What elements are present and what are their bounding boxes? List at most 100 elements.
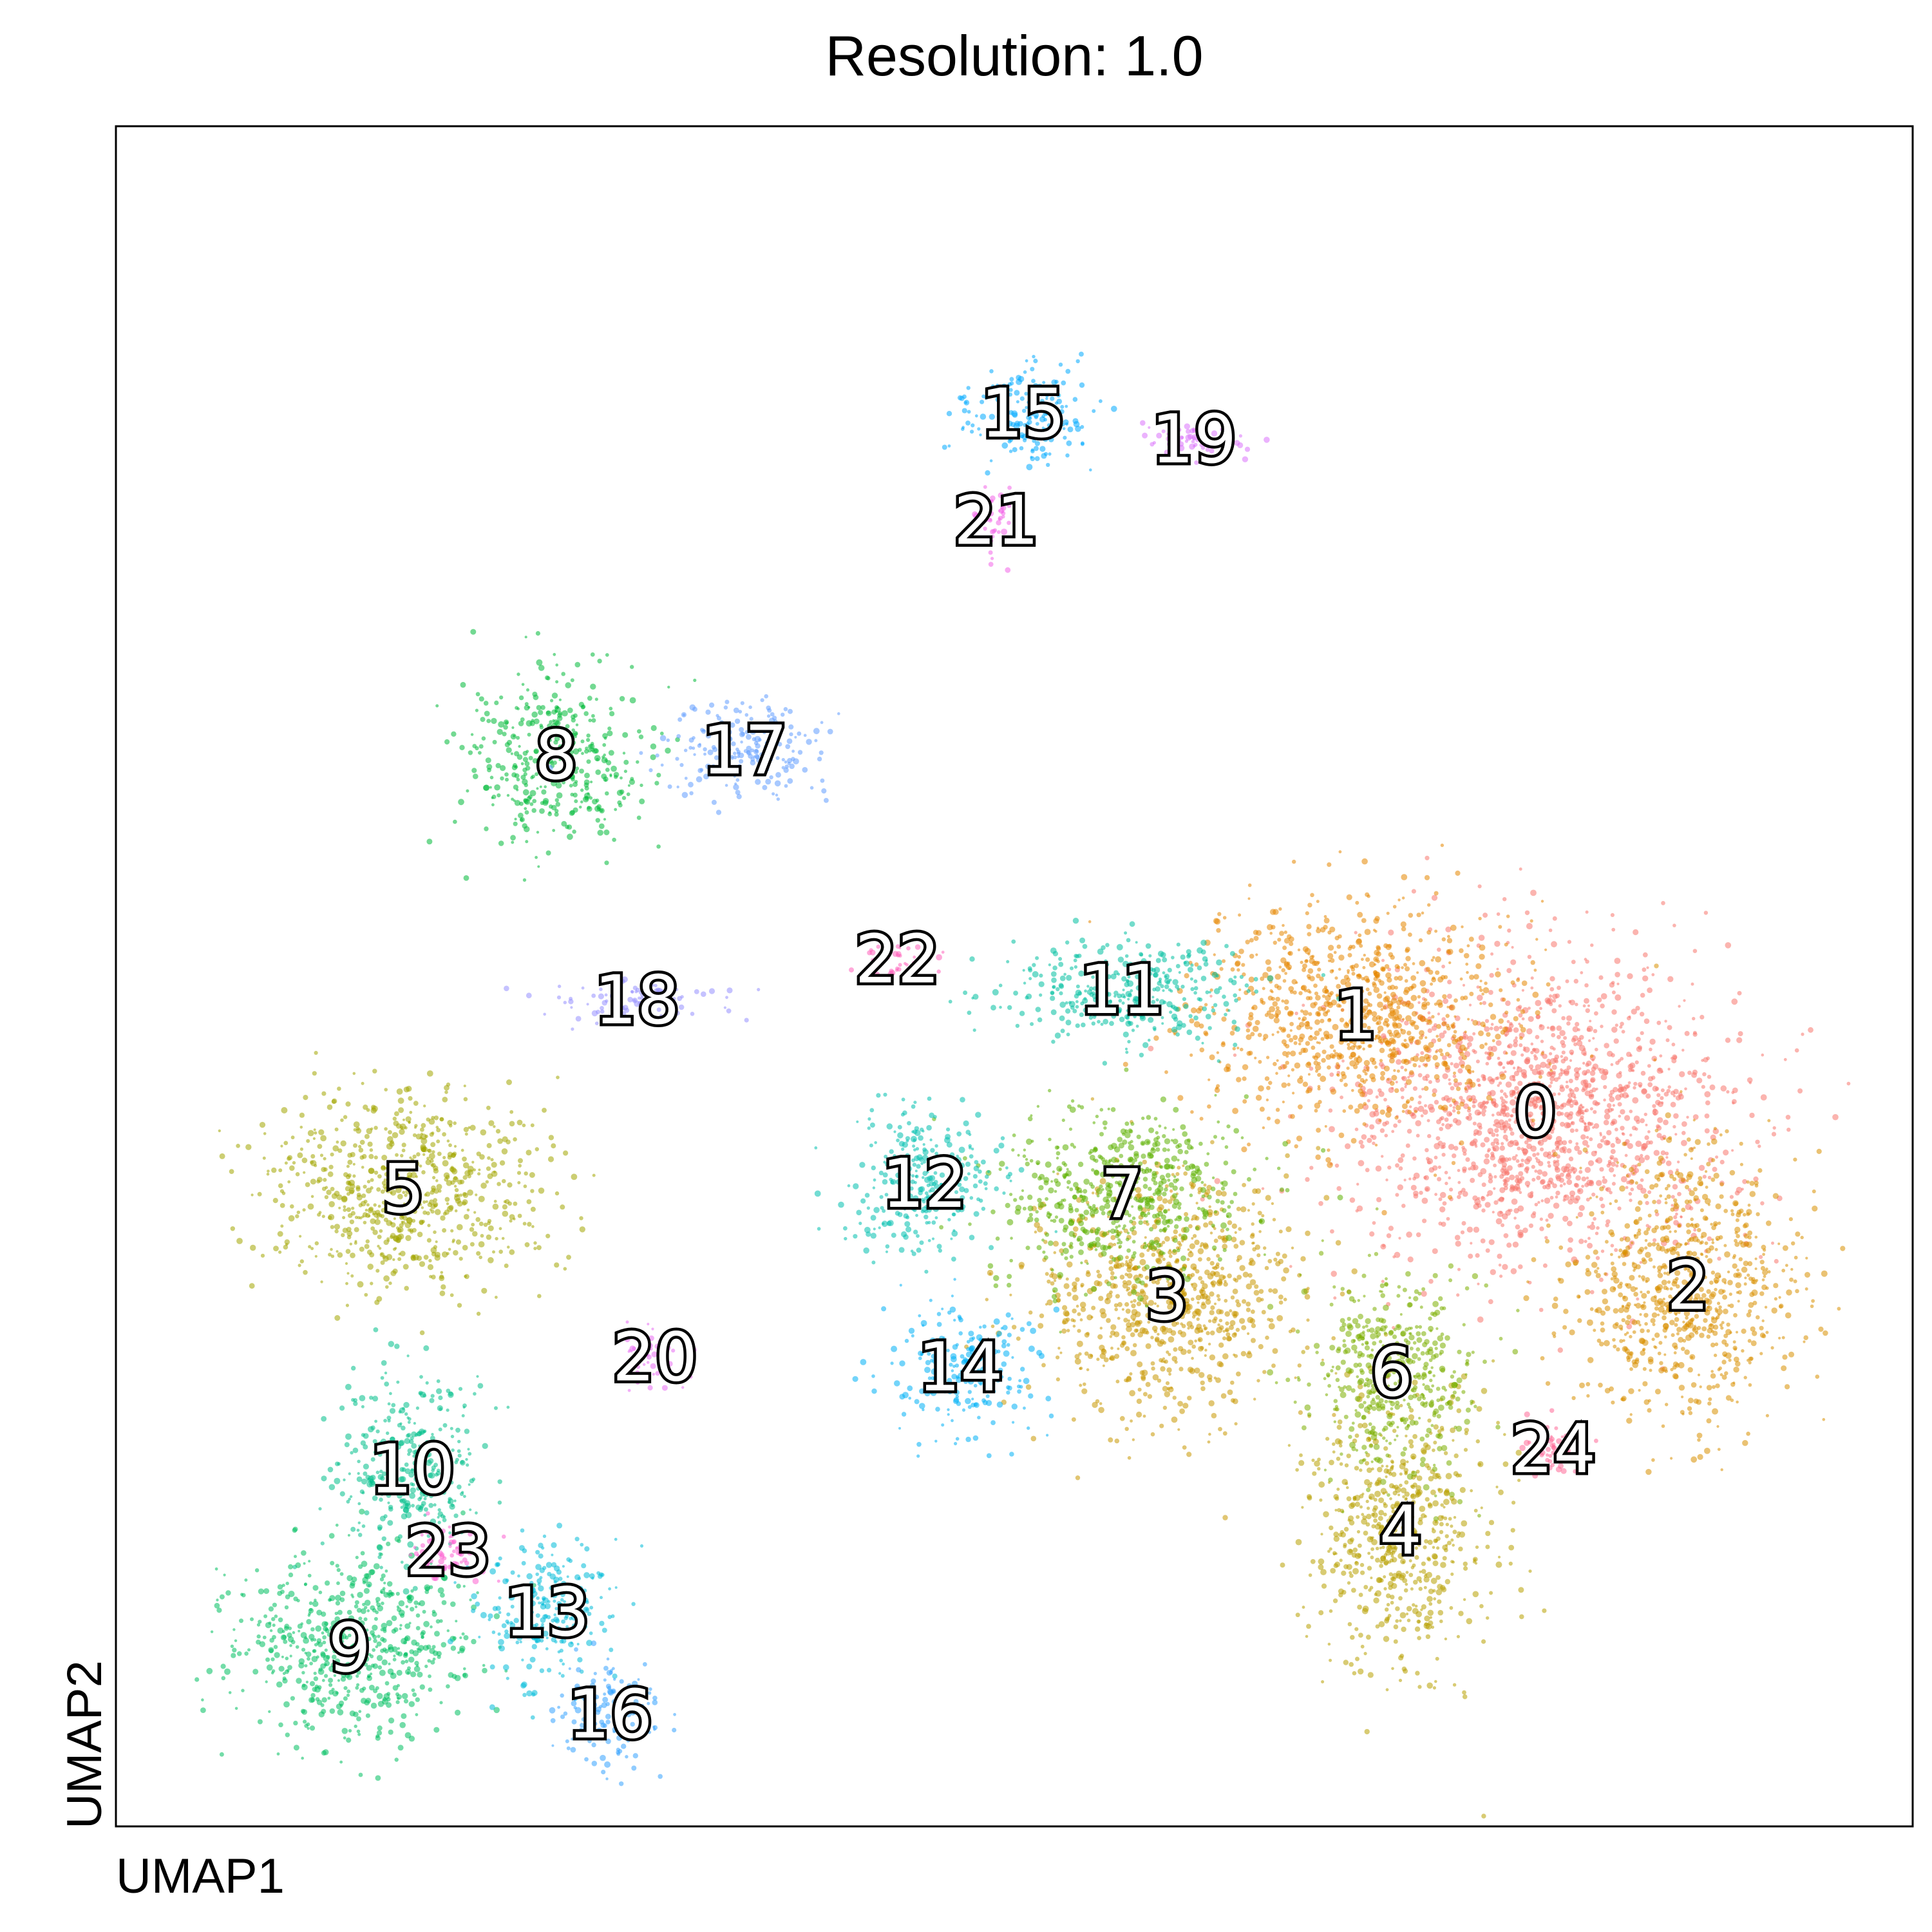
umap-point: [340, 1118, 344, 1122]
umap-point: [1434, 1155, 1438, 1160]
umap-point: [1401, 1103, 1408, 1110]
umap-point: [1372, 1141, 1376, 1146]
umap-point: [1495, 971, 1501, 978]
umap-point: [1561, 1016, 1566, 1021]
umap-point: [1746, 1241, 1753, 1248]
umap-point: [1481, 1074, 1485, 1079]
umap-point: [1704, 1113, 1710, 1119]
umap-point: [1743, 1282, 1747, 1286]
umap-point: [1393, 1624, 1399, 1629]
umap-point: [1582, 1061, 1586, 1065]
umap-point: [1646, 1329, 1651, 1333]
umap-point: [1575, 1003, 1578, 1007]
umap-point: [1583, 1048, 1586, 1051]
umap-point: [1421, 911, 1425, 914]
umap-point: [1064, 1311, 1070, 1317]
umap-point: [1600, 1327, 1605, 1333]
umap-point: [1437, 1012, 1441, 1016]
umap-point: [1656, 1245, 1662, 1251]
umap-point: [1622, 1339, 1625, 1342]
umap-point: [1551, 1008, 1557, 1014]
umap-point: [475, 1193, 478, 1197]
umap-point: [1300, 1009, 1304, 1013]
umap-point: [1540, 1039, 1544, 1043]
umap-point: [1584, 983, 1589, 988]
umap-point: [1519, 1120, 1522, 1124]
umap-point: [1448, 1112, 1453, 1116]
umap-point: [1437, 1165, 1441, 1170]
umap-point: [1276, 1030, 1280, 1034]
umap-point: [1747, 1358, 1750, 1362]
umap-point: [1275, 1261, 1281, 1267]
umap-point: [441, 1251, 448, 1258]
umap-point: [1485, 1544, 1490, 1549]
umap-point: [1624, 1153, 1628, 1157]
umap-point: [1424, 1063, 1428, 1068]
umap-point: [1486, 1194, 1489, 1197]
umap-point: [1401, 896, 1405, 900]
umap-point: [1056, 1355, 1060, 1359]
umap-point: [1673, 1374, 1679, 1379]
umap-point: [1566, 1065, 1571, 1070]
umap-point: [1311, 1458, 1315, 1463]
umap-point: [297, 1152, 303, 1159]
umap-point: [1822, 1417, 1826, 1421]
umap-point: [251, 1193, 254, 1197]
umap-point: [1261, 1187, 1265, 1190]
umap-point: [1195, 1294, 1202, 1301]
umap-point: [1567, 940, 1571, 944]
umap-point: [1275, 1251, 1280, 1256]
umap-point: [1365, 1079, 1368, 1082]
umap-point: [1419, 980, 1426, 987]
umap-point: [1547, 1160, 1551, 1164]
umap-point: [1640, 1070, 1646, 1076]
umap-point: [1413, 1021, 1416, 1024]
umap-point: [1177, 1401, 1183, 1407]
umap-point: [1513, 1042, 1518, 1048]
umap-point: [1437, 1488, 1443, 1493]
umap-point: [1182, 1445, 1187, 1450]
umap-point: [1396, 999, 1402, 1006]
umap-point: [1372, 929, 1376, 932]
umap-point: [1191, 1297, 1195, 1302]
umap-point: [1490, 1269, 1496, 1276]
umap-point: [1164, 1070, 1168, 1074]
umap-point: [1126, 1321, 1132, 1328]
umap-point: [1317, 1006, 1323, 1012]
umap-point: [1224, 1066, 1230, 1072]
umap-point: [1210, 1305, 1215, 1311]
umap-point: [1725, 1129, 1729, 1133]
umap-point: [1528, 1082, 1531, 1086]
umap-point: [1486, 1032, 1491, 1037]
umap-point: [1748, 1309, 1752, 1314]
umap-point: [1429, 991, 1435, 998]
umap-point: [1358, 1633, 1363, 1638]
umap-point: [1555, 1195, 1558, 1199]
umap-point: [462, 1192, 469, 1198]
umap-point: [1463, 1151, 1467, 1156]
umap-point: [1660, 1096, 1664, 1101]
umap-point: [1427, 1011, 1431, 1015]
umap-point: [1253, 1290, 1260, 1296]
umap-point: [1433, 1441, 1437, 1444]
umap-point: [439, 1290, 446, 1296]
umap-point: [1531, 1177, 1536, 1182]
umap-point: [1645, 1251, 1651, 1258]
umap-point: [1654, 963, 1659, 969]
umap-point: [1232, 1398, 1238, 1405]
umap-point: [1651, 1296, 1657, 1303]
umap-point: [1473, 1164, 1479, 1171]
umap-point: [1216, 1254, 1220, 1258]
umap-point: [1657, 1351, 1662, 1356]
umap-point: [1520, 1053, 1524, 1057]
umap-point: [1117, 1316, 1121, 1320]
umap-point: [1537, 1169, 1543, 1175]
umap-point: [1517, 1090, 1523, 1095]
umap-point: [1302, 1605, 1305, 1609]
umap-point: [1373, 1518, 1378, 1523]
umap-point: [1803, 1340, 1806, 1343]
umap-point: [1329, 990, 1334, 996]
umap-point: [1071, 1417, 1076, 1422]
umap-point: [1488, 1239, 1495, 1245]
umap-point: [1746, 1209, 1752, 1215]
